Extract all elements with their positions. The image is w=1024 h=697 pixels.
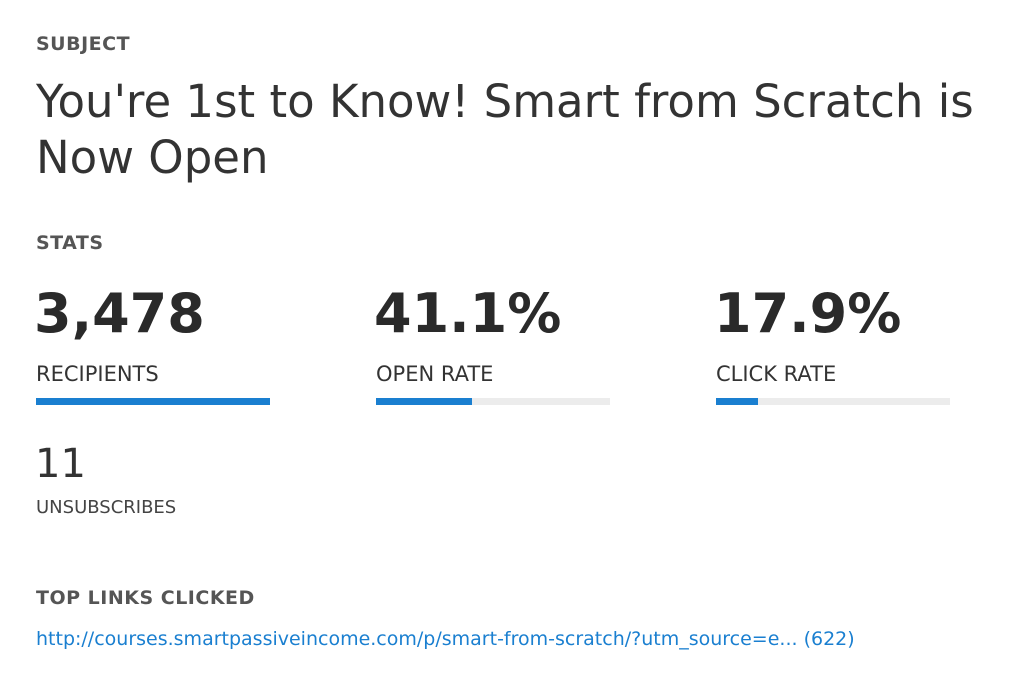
stat-bar-track [716,398,950,405]
stat-value: 17.9% [714,282,902,345]
unsubscribes-value: 11 [35,441,86,487]
unsubscribes-label: UNSUBSCRIBES [36,497,177,518]
stats-heading: STATS [36,232,104,254]
stat-label: CLICK RATE [716,362,837,386]
stat-bar-fill [716,398,758,405]
stat-bar-fill [376,398,473,405]
top-link[interactable]: http://courses.smartpassiveincome.com/p/… [36,628,855,650]
stat-value: 3,478 [34,282,205,345]
stat-label: RECIPIENTS [36,362,159,386]
stat-bar-fill [36,398,270,405]
stat-value: 41.1% [374,282,562,345]
stat-bar-track [36,398,270,405]
top-links-heading: TOP LINKS CLICKED [36,587,255,609]
stat-label: OPEN RATE [376,362,494,386]
stat-bar-track [376,398,610,405]
subject-text: You're 1st to Know! Smart from Scratch i… [36,75,974,184]
subject-heading: SUBJECT [36,33,131,55]
